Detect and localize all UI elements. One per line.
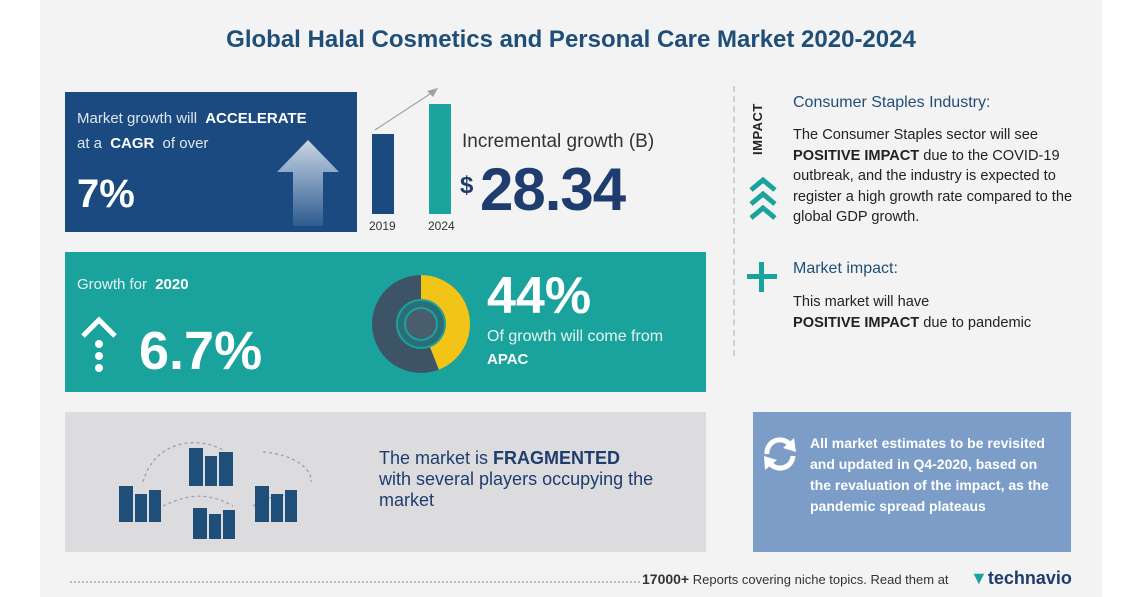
year-2019-label: 2019: [369, 219, 396, 233]
column-divider: [733, 86, 735, 356]
cagr-accelerate: ACCELERATE: [205, 110, 307, 127]
growth-value: 6.7%: [139, 321, 263, 381]
mi-body-bold: POSITIVE IMPACT: [793, 315, 920, 331]
cagr-line2-prefix: at a: [77, 135, 103, 152]
mi-body-2: due to pandemic: [923, 315, 1032, 331]
infographic-canvas: Global Halal Cosmetics and Personal Care…: [40, 0, 1102, 597]
incremental-bars: [372, 88, 451, 214]
trend-line: [374, 91, 434, 131]
cagr-card: Market growth will ACCELERATE at a CAGR …: [65, 92, 357, 232]
market-impact-heading: Market impact:: [793, 260, 898, 277]
cs-body-2: due to the COVID-19 outbreak, and the in…: [793, 147, 1073, 226]
fragmented-rest: with several players occupying the marke…: [379, 469, 654, 510]
donut-center: [406, 309, 436, 339]
share-donut: [372, 275, 470, 373]
cagr-line1-prefix: Market growth will: [77, 110, 198, 127]
footer-description: Reports covering niche topics. Read them…: [692, 572, 949, 587]
estimates-card: All market estimates to be revisited and…: [753, 412, 1071, 552]
impact-label-text: IMPACT: [750, 103, 765, 155]
apac-region: APAC: [487, 351, 529, 368]
technavio-mark-icon: ▼: [970, 568, 988, 588]
donut-inner-ring: [398, 301, 444, 347]
cagr-label: CAGR: [110, 135, 155, 152]
chevrons-up-icon: [749, 176, 777, 220]
cagr-line2-suffix: of over: [162, 135, 209, 152]
incremental-currency: $: [460, 172, 474, 199]
consumer-staples-body: The Consumer Staples sector will see POS…: [793, 125, 1098, 228]
cagr-line-2: at a CAGR of over: [77, 135, 208, 152]
cagr-line-1: Market growth will ACCELERATE: [77, 110, 311, 127]
refresh-icon: [764, 437, 796, 471]
bar-2024: [429, 104, 451, 214]
technavio-logo[interactable]: ▼technavio: [970, 568, 1072, 589]
fragmented-prefix: The market is: [379, 448, 489, 468]
fragmented-bold: FRAGMENTED: [493, 448, 621, 468]
apac-text: Of growth will come from: [487, 328, 664, 345]
growth-year: 2020: [155, 276, 189, 293]
mi-body-1: This market will have: [793, 294, 930, 310]
cagr-value: 7%: [77, 172, 135, 216]
growth-label: Growth for 2020: [77, 276, 189, 293]
footer-count: 17000+: [642, 571, 690, 587]
growth-up-icon: [81, 316, 117, 372]
brand-name: technavio: [987, 568, 1072, 588]
estimates-text: All market estimates to be revisited and…: [810, 435, 1049, 514]
trend-arrowhead: [427, 88, 438, 97]
footer-text: 17000+ Reports covering niche topics. Re…: [642, 571, 949, 587]
plus-icon: [747, 262, 777, 292]
footer-divider: [70, 581, 640, 583]
growth-label-text: Growth for: [77, 276, 148, 293]
bar-2019: [372, 134, 394, 214]
buildings-network-icon: [119, 442, 312, 539]
market-impact-body: This market will have POSITIVE IMPACT du…: [793, 292, 1093, 334]
up-arrow-icon: [277, 140, 339, 226]
year-2024-label: 2024: [428, 219, 455, 233]
incremental-value: 28.34: [480, 156, 626, 223]
consumer-staples-heading: Consumer Staples Industry:: [793, 94, 991, 111]
donut-apac-slice: [372, 275, 470, 373]
cs-body-bold: POSITIVE IMPACT: [793, 147, 920, 164]
fragmented-card: The market is FRAGMENTED with several pl…: [65, 412, 706, 552]
cs-body-1: The Consumer Staples sector will see: [793, 127, 1038, 143]
impact-vertical-label: IMPACT: [745, 95, 775, 155]
growth-card: Growth for 2020 6.7% 44% Of growth will …: [65, 252, 706, 392]
page-title: Global Halal Cosmetics and Personal Care…: [226, 26, 916, 53]
fragmented-text: The market is FRAGMENTED with several pl…: [379, 448, 689, 511]
apac-percent: 44%: [487, 267, 592, 325]
incremental-label: Incremental growth (B): [462, 131, 655, 152]
